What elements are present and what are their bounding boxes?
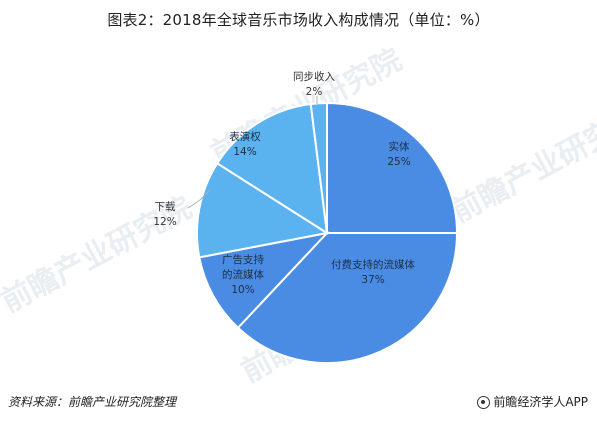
leader-line (187, 189, 211, 209)
slice-label: 付费支持的流媒体 (331, 258, 415, 271)
slice-label: 表演权 (229, 130, 261, 143)
slice-value-label: 2% (306, 86, 323, 98)
pie-slice (309, 101, 328, 234)
slice-value-label: 10% (231, 284, 254, 296)
slice-value-label: 14% (233, 146, 256, 158)
pie-slice (236, 232, 459, 364)
leader-lines (187, 96, 318, 209)
slice-label: 同步收入 (293, 70, 335, 83)
source-note: 资料来源：前瞻产业研究院整理 (8, 395, 177, 409)
slice-value-label: 37% (361, 274, 384, 286)
pie-slices (196, 101, 459, 364)
pie-slice (215, 102, 329, 235)
slice-label: 的流媒体 (222, 268, 264, 281)
pie-slice (196, 161, 330, 259)
slice-value-label: 25% (387, 156, 410, 168)
slice-value-label: 12% (153, 216, 176, 228)
brand-logo-icon (477, 396, 491, 409)
brand-note: 前瞻经济学人APP (477, 393, 588, 410)
slice-label: 下载 (155, 201, 176, 213)
chart-title: 图表2：2018年全球音乐市场收入构成情况（单位：%） (107, 11, 490, 29)
slice-label: 实体 (389, 140, 410, 153)
pie-slice (326, 101, 459, 234)
pie-slice (198, 231, 330, 330)
slice-label: 广告支持 (222, 253, 264, 266)
brand-label: 前瞻经济学人APP (493, 395, 588, 409)
